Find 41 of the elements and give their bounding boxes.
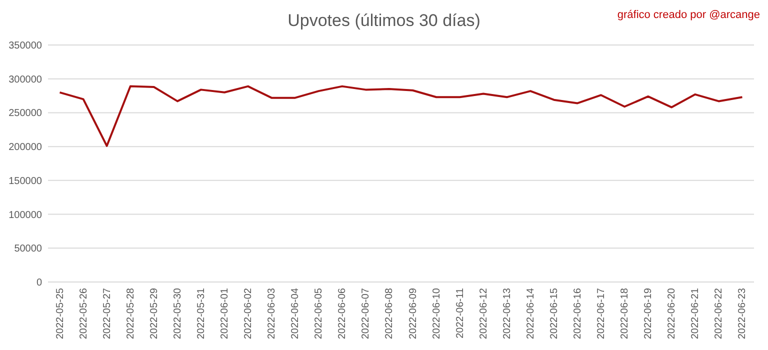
x-tick-label: 2022-06-18 [620, 288, 631, 340]
x-tick-label: 2022-05-26 [78, 288, 90, 340]
y-tick-label: 0 [36, 278, 42, 288]
line-series [58, 85, 744, 147]
x-tick-label: 2022-06-16 [572, 288, 584, 340]
text: gráfico creado por @arcange [617, 9, 760, 21]
x-tick-label: 2022-06-06 [337, 288, 348, 340]
x-tick-label: 2022-06-23 [737, 288, 748, 340]
x-tick-label: 2022-06-14 [525, 288, 536, 340]
x-tick-label: 2022-05-30 [172, 288, 184, 340]
x-tick-label: 2022-06-12 [478, 288, 490, 340]
x-tick-label: 2022-06-19 [643, 288, 654, 340]
x-tick-label: 2022-06-04 [290, 288, 302, 340]
x-tick-label: 2022-06-08 [384, 288, 396, 340]
x-tick-label: 2022-06-17 [596, 288, 608, 340]
x-tick-label: 2022-05-28 [125, 288, 136, 340]
chart-title: Upvotes (últimos 30 días) [288, 11, 480, 30]
y-tick-label: 50000 [14, 244, 42, 255]
x-tick-label: 2022-06-22 [714, 288, 725, 340]
x-tick-label: 2022-06-11 [454, 288, 466, 338]
y-tick-label: 350000 [8, 40, 42, 52]
x-tick-label: 2022-05-29 [148, 288, 160, 340]
y-tick-label: 100000 [8, 210, 42, 221]
x-tick-label: 2022-06-20 [666, 288, 678, 340]
x-tick-label: 2022-06-05 [314, 288, 325, 340]
x-tick-label: 2022-06-02 [243, 288, 254, 340]
x-tick-label: 2022-06-01 [220, 288, 230, 340]
x-tick-label: 2022-06-10 [431, 288, 442, 340]
y-tick-label: 150000 [8, 176, 42, 187]
x-tick-label: 2022-06-15 [548, 288, 560, 340]
x-tick-label: 2022-06-21 [690, 288, 702, 340]
x-tick-label: 2022-06-13 [502, 288, 513, 340]
x-tick-label: 2022-06-03 [266, 288, 278, 340]
x-tick-label: 2022-05-27 [102, 288, 113, 340]
x-tick-label: 2022-06-07 [360, 288, 372, 340]
y-tick-label: 300000 [8, 74, 42, 86]
y-tick-label: 250000 [8, 108, 42, 120]
x-tick-label: 2022-05-31 [196, 288, 207, 340]
x-tick-label: 2022-06-09 [408, 288, 419, 340]
x-tick-label: 2022-05-25 [54, 288, 66, 340]
y-tick-label: 200000 [8, 142, 42, 154]
